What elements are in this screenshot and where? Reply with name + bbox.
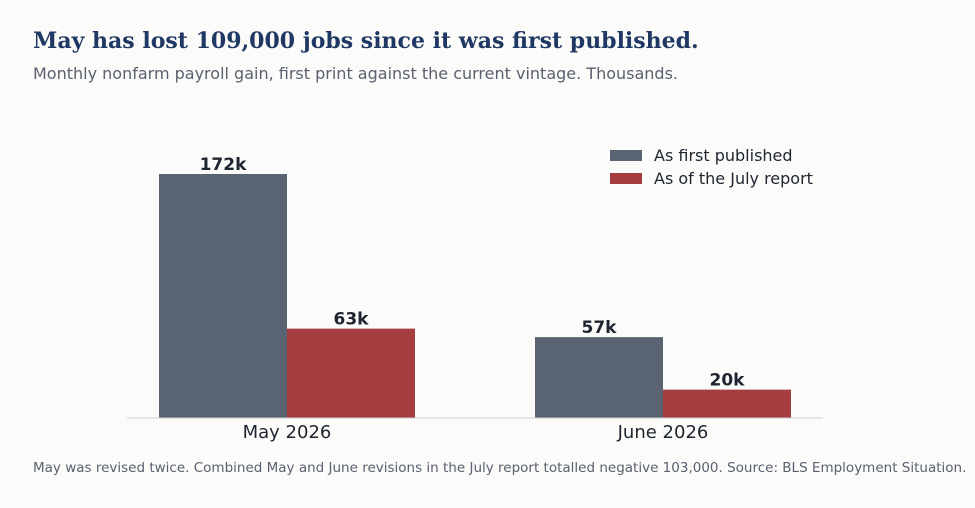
bar-first-published-0 xyxy=(159,174,287,418)
value-label-first-published-1: 57k xyxy=(582,318,618,338)
bar-first-published-1 xyxy=(535,337,663,418)
value-label-july-report-1: 20k xyxy=(710,371,746,391)
legend-label-july-report: As of the July report xyxy=(654,169,813,188)
bar-july-report-0 xyxy=(287,328,415,418)
category-label-0: May 2026 xyxy=(243,422,332,443)
chart-title: May has lost 109,000 jobs since it was f… xyxy=(33,28,699,54)
bars-layer xyxy=(159,174,791,418)
value-label-july-report-0: 63k xyxy=(334,310,370,330)
category-label-1: June 2026 xyxy=(617,422,709,443)
legend-label-first-published: As first published xyxy=(654,146,793,165)
legend: As first published As of the July report xyxy=(610,146,813,188)
bar-july-report-1 xyxy=(663,389,791,418)
footnote-source: May was revised twice. Combined May and … xyxy=(33,460,967,476)
value-label-first-published-0: 172k xyxy=(200,155,247,175)
legend-swatch-july-report xyxy=(610,173,642,184)
legend-swatch-first-published xyxy=(610,150,642,161)
chart-subtitle: Monthly nonfarm payroll gain, first prin… xyxy=(33,64,678,83)
category-labels-layer: May 2026 June 2026 xyxy=(243,422,709,443)
value-labels-layer: 172k 63k 57k 20k xyxy=(200,155,746,391)
